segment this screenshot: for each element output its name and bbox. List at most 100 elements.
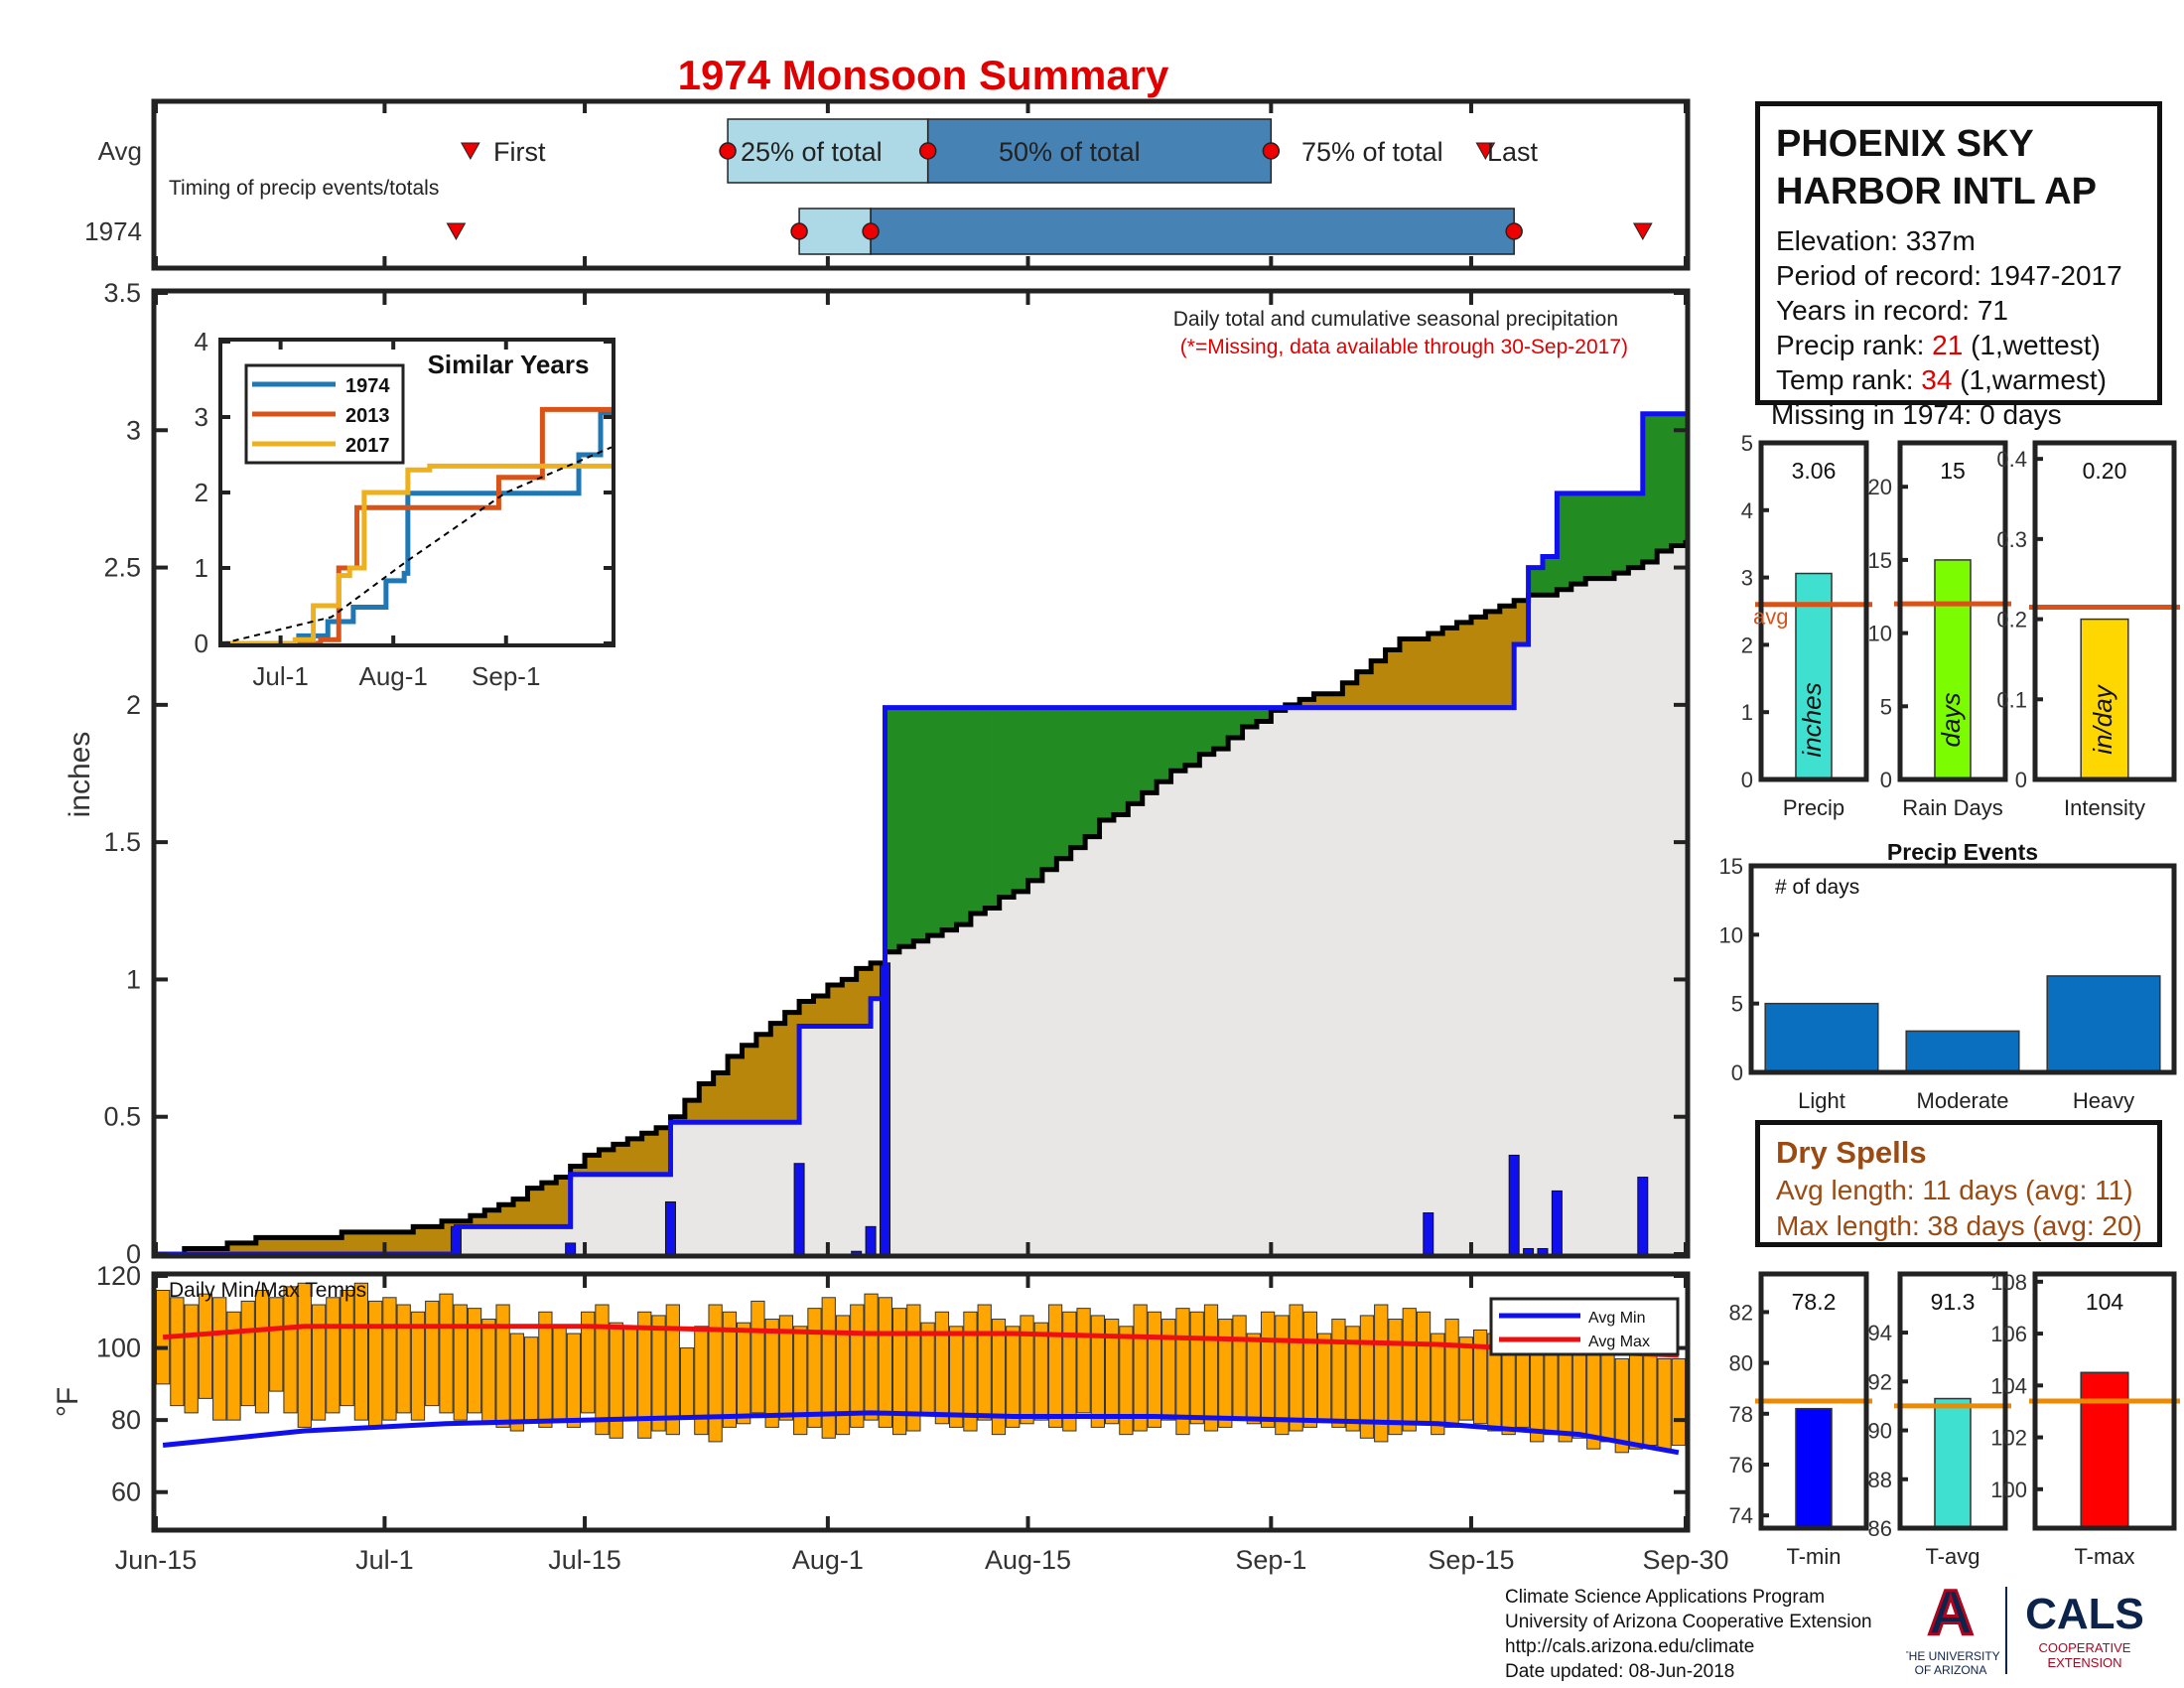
- logo-cals: CALS: [2025, 1590, 2144, 1638]
- below-avg-fill: [1313, 693, 1329, 708]
- temp-rank-value: 34: [1921, 364, 1953, 395]
- season-xlabel: Precip: [1783, 795, 1844, 820]
- above-avg-fill: [1157, 707, 1172, 782]
- precip-ytick-label: 0.5: [103, 1102, 141, 1132]
- season-panel-frame: [1897, 440, 2008, 782]
- below-avg-fill: [1485, 611, 1501, 708]
- above-avg-fill: [970, 707, 986, 914]
- below-avg-fill: [1342, 682, 1358, 708]
- below-avg-fill: [713, 1072, 729, 1123]
- events-bar-heavy: [2046, 975, 2161, 1073]
- daily-temp-bar: [340, 1290, 354, 1407]
- season-unit-label: in/day: [2088, 683, 2117, 754]
- daily-temp-bar: [934, 1311, 950, 1425]
- daily-temp-bar: [1402, 1308, 1417, 1432]
- above-avg-fill: [1628, 492, 1644, 568]
- temp-marks: [156, 1282, 1686, 1456]
- daily-temp-bar: [170, 1297, 185, 1407]
- daily-temp-bar: [622, 1326, 638, 1421]
- below-avg-fill: [627, 1138, 643, 1175]
- daily-temp-bar: [1104, 1319, 1120, 1425]
- season-ytick-label: 20: [1868, 475, 1892, 499]
- daily-temp-bar: [1600, 1347, 1615, 1443]
- daily-precip-bar: [1551, 1190, 1563, 1255]
- daily-temp-bar: [1161, 1319, 1176, 1421]
- tstat-ytick-label: 100: [1990, 1477, 2027, 1502]
- tstat-ytick-label: 82: [1729, 1300, 1753, 1325]
- timing-dot-y1974-1: [862, 222, 880, 240]
- station-years: Years in record: 71: [1776, 295, 2008, 326]
- daily-temp-bar: [694, 1326, 709, 1436]
- logo-ext-line2: EXTENSION: [2047, 1655, 2121, 1670]
- daily-temp-bar: [396, 1304, 411, 1414]
- daily-precip-bar: [1537, 1247, 1549, 1255]
- daily-temp-bar: [1260, 1311, 1276, 1428]
- daily-temp-bar: [1062, 1311, 1077, 1432]
- below-avg-fill: [355, 1231, 371, 1254]
- date-xtick-label: Jun-15: [115, 1545, 198, 1575]
- above-avg-fill: [999, 707, 1015, 898]
- season-ytick-label: 0.1: [1996, 687, 2027, 712]
- timing-triangle-y1974-last: [1632, 222, 1653, 241]
- above-avg-fill: [1642, 413, 1658, 563]
- daily-temp-bar: [1359, 1315, 1375, 1439]
- tstat-bar-t-avg: [1934, 1397, 1972, 1529]
- dry-spells-box: Dry Spells Avg length: 11 days (avg: 11)…: [1755, 1120, 2162, 1247]
- temps-ylabel: °F: [52, 1387, 84, 1417]
- above-avg-fill: [1213, 707, 1229, 750]
- below-avg-fill: [813, 996, 829, 1027]
- footer-line4: Date updated: 08-Jun-2018: [1505, 1661, 1735, 1682]
- events-ytick-label: 5: [1731, 992, 1743, 1017]
- timing-triangle-y1974-first: [446, 222, 467, 241]
- season-bar-intensity: [2080, 618, 2129, 780]
- above-avg-fill: [985, 707, 1001, 909]
- below-avg-fill: [1385, 649, 1401, 708]
- dry-spells-title: Dry Spells: [1776, 1135, 1927, 1170]
- avg-cumulative-line: [156, 539, 1689, 1257]
- timing-legend-25: 25% of total: [741, 137, 883, 167]
- precip-events-panel: Light Moderate Heavy 0 5 10 15 Precip Events # o…: [1719, 839, 2177, 1113]
- daily-temp-bar: [368, 1300, 383, 1428]
- below-avg-fill: [1371, 660, 1387, 708]
- below-avg-fill: [341, 1231, 357, 1254]
- daily-temp-bar: [410, 1311, 426, 1421]
- below-avg-fill: [456, 1220, 472, 1227]
- station-name-line2: HARBOR INTL AP: [1776, 171, 2097, 212]
- timing-legend-50: 50% of total: [999, 137, 1141, 167]
- below-avg-fill: [684, 1100, 700, 1123]
- daily-temp-bar: [1472, 1329, 1488, 1425]
- below-avg-fill: [784, 1012, 800, 1123]
- above-avg-fill: [1242, 707, 1258, 727]
- footer-line2: University of Arizona Cooperative Extens…: [1505, 1612, 1872, 1632]
- daily-temp-bar: [1444, 1319, 1459, 1428]
- tstat-ytick-label: 80: [1729, 1351, 1753, 1376]
- precip-panel-title: Daily total and cumulative seasonal prec…: [1173, 308, 1618, 331]
- above-avg-fill: [1199, 707, 1215, 755]
- below-avg-fill: [1499, 606, 1515, 708]
- daily-temp-bar: [850, 1304, 865, 1428]
- avg-min-line: [162, 1410, 1680, 1456]
- timing-marks: [154, 103, 1688, 266]
- tstat-panel-frame: [2032, 1271, 2177, 1531]
- temp-stats-panels: 74 76 78 80 82 78.2 T-min 86 88 90 92 94 91.3 T-avg 10…: [1729, 1270, 2180, 1569]
- daily-temp-bar: [1317, 1333, 1332, 1421]
- tstat-ytick-label: 104: [1990, 1373, 2027, 1398]
- tstat-ytick-label: 102: [1990, 1426, 2027, 1451]
- below-avg-fill: [370, 1231, 386, 1254]
- above-avg-fill: [1041, 707, 1057, 870]
- season-ytick-label: 0.3: [1996, 527, 2027, 552]
- below-avg-fill: [270, 1237, 286, 1254]
- daily-precip-bar: [879, 962, 890, 1255]
- daily-temp-bar: [382, 1297, 397, 1421]
- above-avg-fill: [1256, 707, 1272, 722]
- daily-temp-bar: [977, 1304, 992, 1421]
- tstat-value-label: 104: [2086, 1289, 2124, 1315]
- station-period: Period of record: 1947-2017: [1776, 260, 2122, 291]
- daily-temp-bar: [737, 1322, 751, 1425]
- season-ytick-label: 0: [1880, 768, 1892, 792]
- daily-temp-bar: [311, 1304, 327, 1421]
- events-xlabel: Light: [1798, 1088, 1845, 1113]
- footer-line1: Climate Science Applications Program: [1505, 1587, 1826, 1608]
- inset-axes: 0 1 2 3 4 Jul-1 Aug-1 Sep-1: [195, 327, 612, 691]
- season-ytick-label: 0.4: [1996, 447, 2027, 472]
